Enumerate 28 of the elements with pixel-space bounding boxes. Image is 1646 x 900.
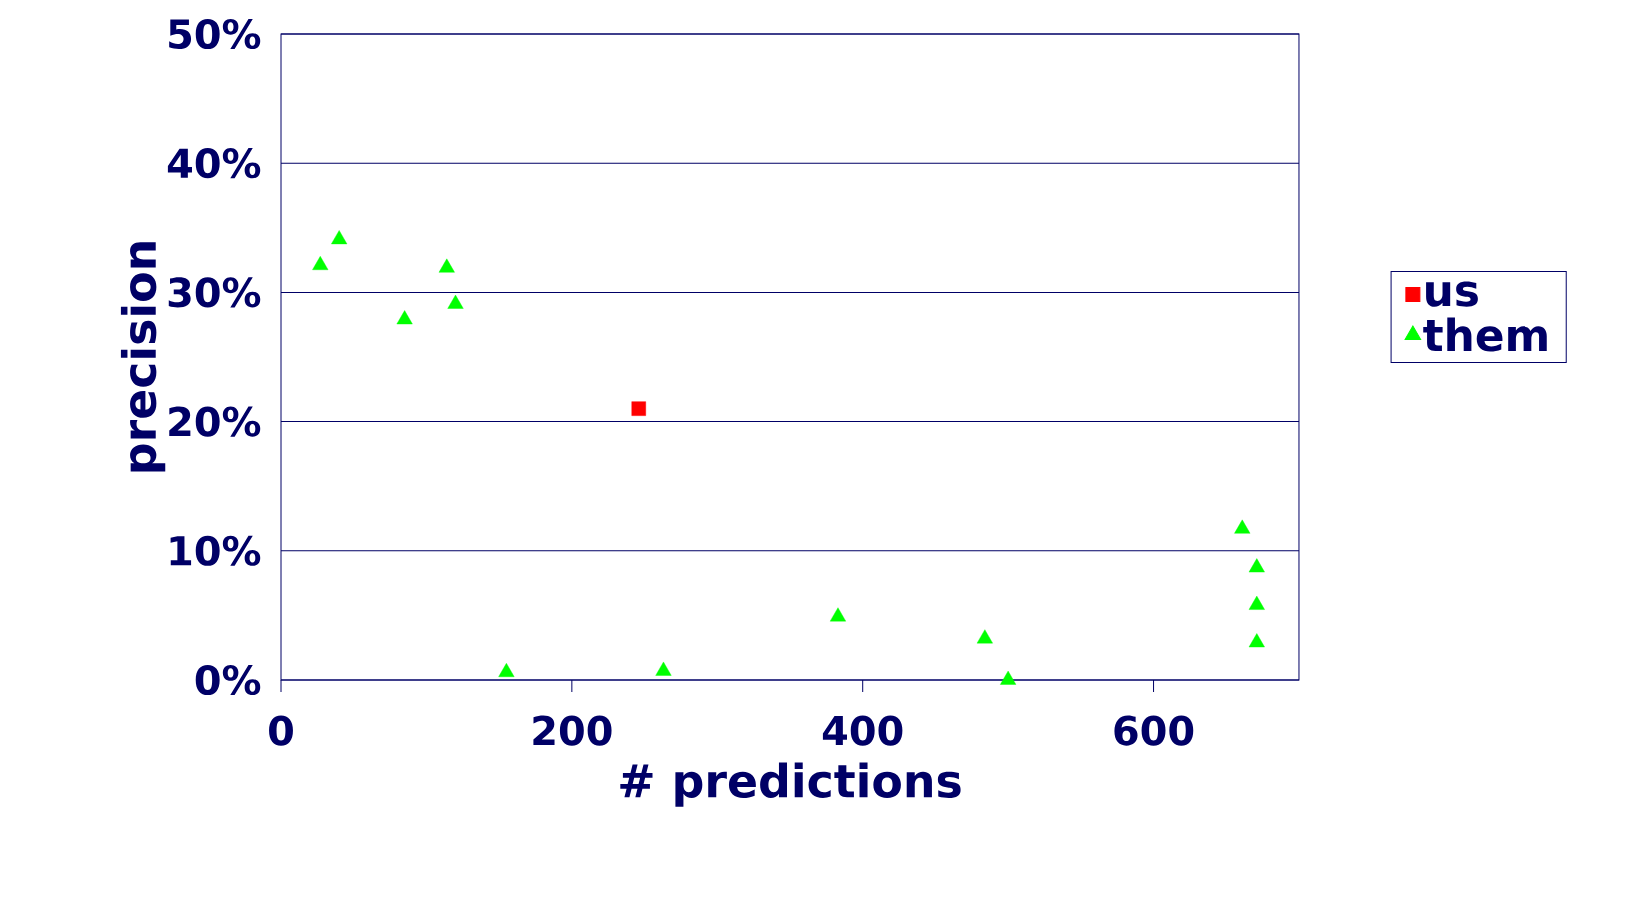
legend-label: them	[1423, 317, 1547, 352]
y-axis-title: precision	[120, 242, 166, 472]
point	[438, 258, 455, 273]
y-tick-label: 30%	[168, 277, 261, 308]
point	[976, 629, 993, 644]
point	[1248, 595, 1265, 610]
point	[1000, 670, 1017, 685]
point	[312, 256, 329, 270]
x-axis-title: # predictions	[620, 762, 961, 807]
y-tick-label: 10%	[170, 535, 261, 566]
x-tick-label: 200	[533, 715, 612, 746]
point	[829, 607, 846, 622]
point	[1248, 633, 1265, 648]
point	[447, 294, 464, 309]
point	[396, 310, 413, 325]
point	[1248, 558, 1265, 573]
point	[331, 230, 348, 245]
legend-label: us	[1426, 281, 1478, 307]
x-tick-label: 0	[269, 715, 293, 746]
y-tick-label: 0%	[195, 664, 261, 696]
point	[655, 661, 672, 676]
x-tick-label: 400	[822, 715, 903, 746]
x-tick-label: 600	[1114, 715, 1194, 746]
point	[498, 663, 515, 677]
point	[1234, 519, 1251, 534]
y-tick-label: 50%	[169, 18, 261, 50]
y-tick-label: 40%	[167, 148, 261, 179]
y-tick-label: 20%	[169, 406, 261, 437]
